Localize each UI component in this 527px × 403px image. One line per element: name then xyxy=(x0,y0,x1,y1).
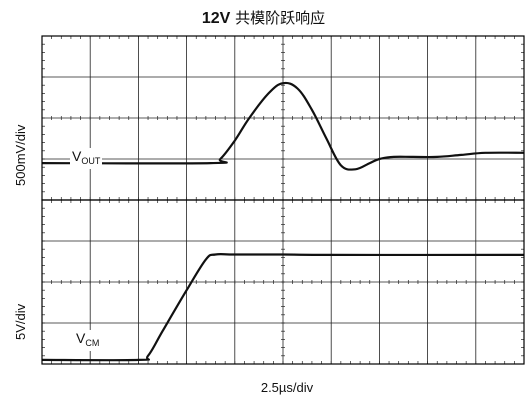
vcm-trace xyxy=(41,253,525,362)
vout-label-main: V xyxy=(72,148,82,164)
top-panel-y-label: 500mV/div xyxy=(13,124,28,186)
chart-title-text: 共模阶跃响应 xyxy=(235,9,326,27)
x-axis-label: 2.5µs/div xyxy=(260,380,314,395)
vcm-label-sub: CM xyxy=(85,338,100,348)
chart-title-bold: 12V xyxy=(201,10,231,27)
vcm-trace-label: VCM xyxy=(74,330,102,351)
vout-trace xyxy=(41,81,525,171)
vcm-label-main: V xyxy=(76,330,86,346)
vout-label-sub: OUT xyxy=(81,156,101,166)
bottom-panel-frame xyxy=(41,199,525,365)
chart-title: 12V 共模阶跃响应 xyxy=(0,7,527,28)
vout-trace-label: VOUT xyxy=(70,148,103,169)
bottom-panel-y-label: 5V/div xyxy=(13,303,28,340)
